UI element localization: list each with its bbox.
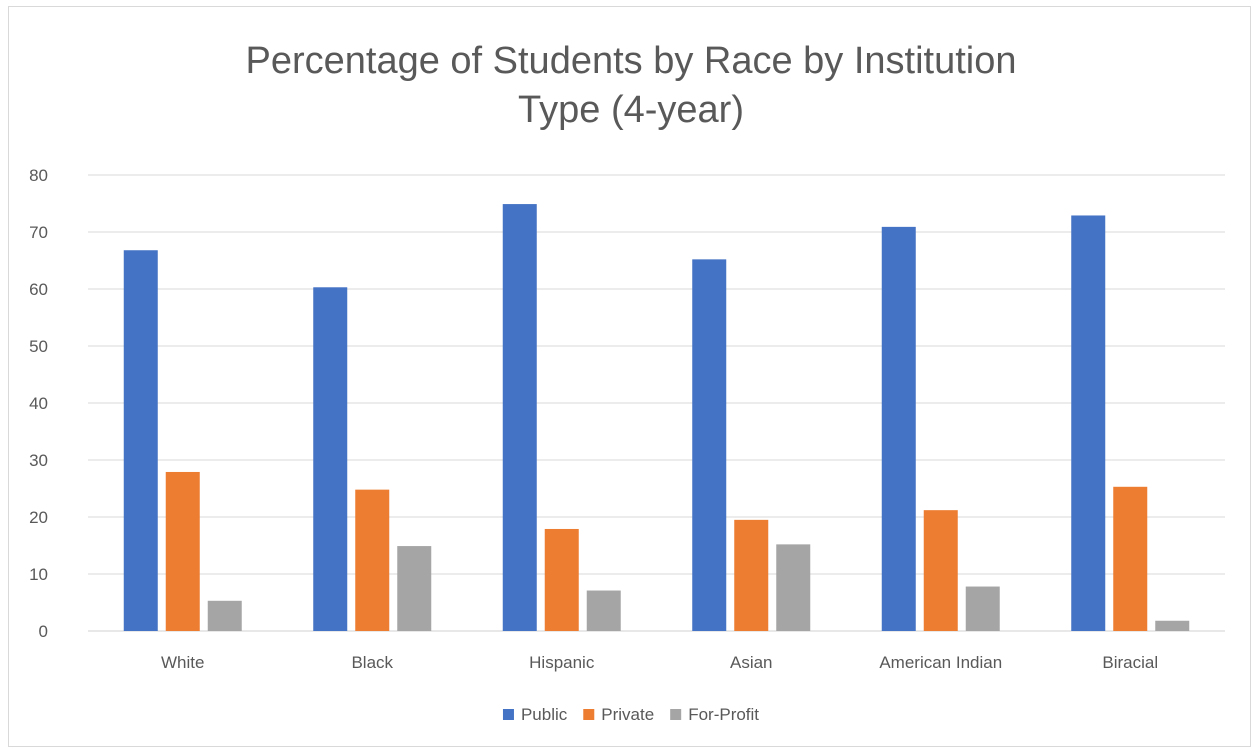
bar: [586, 590, 621, 631]
y-tick-label: 30: [29, 451, 48, 470]
bar: [1113, 486, 1148, 631]
bar: [881, 226, 916, 631]
legend-item: For-Profit: [670, 705, 759, 724]
legend-item: Private: [583, 705, 654, 724]
bar: [207, 600, 242, 631]
y-tick-label: 80: [29, 166, 48, 185]
legend-label: Public: [521, 705, 568, 724]
legend-label: Private: [601, 705, 654, 724]
bar: [397, 546, 432, 631]
bar: [1071, 215, 1106, 631]
bar: [544, 528, 579, 631]
x-tick-label: White: [161, 653, 204, 672]
x-axis-ticks: White Black Hispanic Asian American Indian Bi…: [161, 653, 1158, 672]
bar: [965, 586, 1000, 631]
bar: [692, 259, 727, 631]
x-tick-label: Black: [351, 653, 393, 672]
legend-swatch: [670, 709, 682, 720]
chart-title-line-1: Percentage of Students by Race by Instit…: [245, 40, 1016, 82]
x-tick-label: Hispanic: [529, 653, 595, 672]
y-tick-label: 0: [39, 622, 48, 641]
y-tick-label: 20: [29, 508, 48, 527]
gridlines: [88, 174, 1225, 632]
legend: Public Private For-Profit: [502, 705, 759, 724]
bar: [355, 489, 390, 631]
legend-item: Public: [502, 705, 568, 724]
y-tick-label: 70: [29, 223, 48, 242]
bar: [923, 510, 958, 631]
y-tick-label: 50: [29, 337, 48, 356]
y-tick-label: 60: [29, 280, 48, 299]
bars: [123, 204, 1190, 632]
bar: [776, 544, 811, 631]
bar: [123, 250, 158, 632]
y-axis-ticks: 0 10 20 30 40 50 60 70 80: [29, 166, 48, 641]
legend-label: For-Profit: [688, 705, 759, 724]
bar: [313, 287, 348, 631]
legend-swatch: [583, 709, 595, 720]
bar: [502, 204, 537, 631]
y-tick-label: 10: [29, 565, 48, 584]
bar: [734, 519, 769, 631]
legend-swatch: [502, 709, 514, 720]
x-tick-label: American Indian: [879, 653, 1002, 672]
y-tick-label: 40: [29, 394, 48, 413]
bar: [1155, 620, 1190, 631]
chart-title-line-2: Type (4-year): [518, 89, 744, 131]
x-tick-label: Asian: [730, 653, 773, 672]
bar: [165, 471, 200, 631]
x-tick-label: Biracial: [1102, 653, 1158, 672]
